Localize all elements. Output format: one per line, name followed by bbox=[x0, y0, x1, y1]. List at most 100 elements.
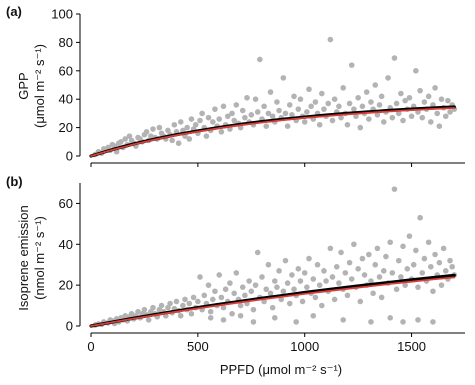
a-data-point bbox=[438, 96, 445, 102]
a-data-point bbox=[242, 114, 248, 121]
a-data-point bbox=[220, 103, 227, 110]
b-data-point bbox=[295, 266, 302, 272]
a-data-point bbox=[395, 110, 402, 117]
a-data-point bbox=[274, 99, 280, 105]
b-data-point bbox=[291, 286, 297, 293]
b-data-point bbox=[167, 300, 173, 307]
b-data-point bbox=[391, 186, 398, 192]
b-x-tick-label: 1000 bbox=[290, 339, 319, 354]
b-data-point bbox=[246, 278, 252, 284]
b-data-point bbox=[323, 278, 329, 284]
a-data-point bbox=[355, 94, 361, 101]
b-data-point bbox=[389, 270, 396, 276]
b-data-point bbox=[393, 286, 400, 293]
b-data-point bbox=[404, 266, 411, 272]
a-data-point bbox=[210, 119, 216, 125]
b-data-point bbox=[231, 290, 237, 297]
b-data-point bbox=[177, 312, 184, 319]
a-data-point bbox=[338, 114, 344, 121]
b-data-point bbox=[220, 317, 227, 323]
a-data-point bbox=[233, 102, 240, 108]
b-data-point bbox=[380, 268, 387, 274]
b-data-point bbox=[366, 251, 372, 258]
a-data-point bbox=[442, 113, 449, 120]
b-x-tick-label: 500 bbox=[187, 339, 209, 354]
b-data-point bbox=[254, 249, 261, 256]
a-data-point bbox=[348, 62, 355, 68]
a-data-point bbox=[282, 110, 289, 117]
b-data-point bbox=[237, 312, 244, 319]
a-data-point bbox=[336, 103, 342, 110]
b-data-point bbox=[383, 253, 389, 260]
b-data-point bbox=[250, 319, 257, 325]
b-data-point bbox=[188, 310, 195, 317]
b-data-point bbox=[207, 315, 214, 321]
panel-a-label: (a) bbox=[6, 4, 22, 19]
a-y-tick-label: 80 bbox=[59, 35, 73, 50]
a-data-point bbox=[368, 99, 374, 105]
b-data-point bbox=[415, 317, 421, 323]
a-data-point bbox=[329, 117, 336, 124]
a-data-point bbox=[192, 121, 199, 128]
b-data-point bbox=[304, 284, 310, 290]
b-data-point bbox=[301, 270, 308, 276]
a-data-point bbox=[148, 133, 154, 139]
a-data-point bbox=[357, 124, 364, 131]
a-data-point bbox=[218, 129, 225, 135]
b-data-point bbox=[297, 278, 304, 284]
b-data-point bbox=[402, 282, 408, 288]
a-data-point bbox=[391, 55, 398, 61]
b-data-point bbox=[299, 298, 306, 305]
a-data-point bbox=[261, 103, 267, 110]
a-data-point bbox=[126, 133, 133, 139]
b-data-point bbox=[417, 214, 423, 221]
a-data-point bbox=[417, 87, 423, 94]
b-x-tick-label: 0 bbox=[87, 339, 94, 354]
b-data-point bbox=[289, 272, 295, 278]
panel-a-axes: 0 20 40 60 80 100 bbox=[51, 7, 465, 167]
b-data-point bbox=[415, 284, 421, 290]
b-data-point bbox=[145, 317, 152, 323]
b-data-point bbox=[333, 263, 340, 270]
a-data-point bbox=[276, 107, 282, 114]
b-data-point bbox=[306, 255, 312, 262]
b-data-point bbox=[438, 282, 445, 288]
b-data-point bbox=[218, 294, 225, 301]
b-data-point bbox=[212, 288, 218, 295]
a-data-point bbox=[327, 36, 334, 43]
b-data-point bbox=[400, 319, 406, 325]
b-fit-line-red bbox=[90, 276, 456, 327]
b-data-point bbox=[442, 268, 449, 274]
a-data-point bbox=[380, 119, 387, 125]
a-data-point bbox=[212, 106, 218, 112]
a-data-point bbox=[430, 102, 436, 108]
b-data-point bbox=[278, 296, 285, 303]
a-data-point bbox=[321, 106, 327, 112]
b-data-point bbox=[395, 257, 402, 264]
a-data-point bbox=[366, 116, 372, 122]
a-data-point bbox=[252, 96, 259, 102]
a-data-point bbox=[150, 126, 156, 132]
panel-b-ylabel-line1: Isoprene emission bbox=[16, 205, 31, 311]
a-data-point bbox=[171, 121, 178, 128]
b-data-point bbox=[242, 292, 248, 299]
b-data-point bbox=[436, 259, 443, 266]
a-data-point bbox=[267, 89, 274, 95]
a-data-point bbox=[280, 75, 287, 81]
b-data-point bbox=[182, 296, 188, 303]
b-data-point bbox=[413, 247, 419, 254]
panel-a: (a) GPP (μmol m⁻² s⁻¹) 0 20 40 60 80 100 bbox=[6, 4, 465, 167]
b-data-point bbox=[190, 294, 197, 301]
a-y-tick-label: 20 bbox=[59, 120, 73, 135]
b-data-point bbox=[271, 278, 278, 284]
panel-b-label: (b) bbox=[6, 174, 23, 189]
b-data-point bbox=[359, 255, 366, 262]
a-data-point bbox=[331, 96, 338, 102]
b-data-point bbox=[197, 274, 203, 280]
a-data-point bbox=[257, 56, 263, 63]
b-data-point bbox=[205, 282, 212, 288]
a-data-point bbox=[297, 96, 304, 102]
a-data-point bbox=[421, 99, 428, 105]
b-data-point bbox=[372, 261, 379, 268]
